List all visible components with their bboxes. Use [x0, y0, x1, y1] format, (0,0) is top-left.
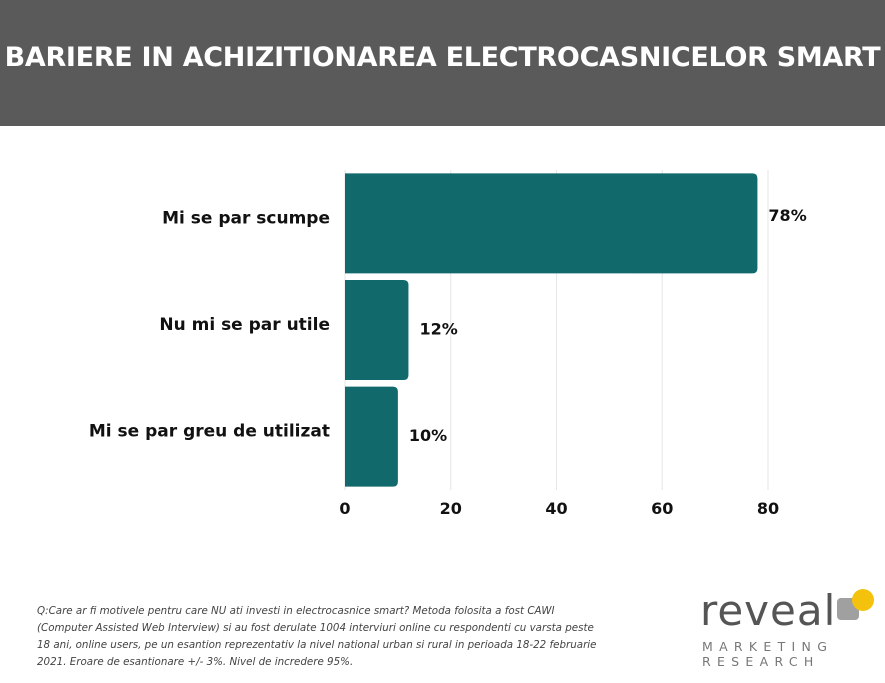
- category-label-0: Mi se par scumpe: [162, 208, 330, 228]
- x-tick-label-2: 40: [545, 499, 567, 518]
- logo-subline-marketing: MARKETING: [702, 639, 834, 654]
- x-tick-label-4: 80: [757, 499, 779, 518]
- logo-wordmark: reveal: [700, 586, 837, 635]
- data-label-2: 10%: [409, 426, 447, 445]
- x-tick-label-0: 0: [339, 499, 350, 518]
- bar-0: [345, 173, 758, 274]
- bar-2: [345, 386, 398, 487]
- x-tick-label-3: 60: [651, 499, 673, 518]
- bar-1: [345, 280, 409, 380]
- data-label-0: 78%: [768, 206, 806, 225]
- logo-mark-icon: [837, 589, 874, 620]
- footnote: Q:Care ar fi motivele pentru care NU ati…: [37, 605, 597, 668]
- category-label-2: Mi se par greu de utilizat: [89, 422, 330, 442]
- header-banner: BARIERE IN ACHIZITIONAREA ELECTROCASNICE…: [0, 0, 885, 126]
- logo-subline-research: RESEARCH: [702, 654, 820, 669]
- category-label-1: Nu mi se par utile: [159, 315, 330, 335]
- data-label-1: 12%: [419, 320, 457, 339]
- x-tick-label-1: 20: [440, 499, 462, 518]
- chart-title: BARIERE IN ACHIZITIONAREA ELECTROCASNICE…: [4, 41, 881, 73]
- reveal-logo: reveal MARKETING RESEARCH: [700, 586, 880, 676]
